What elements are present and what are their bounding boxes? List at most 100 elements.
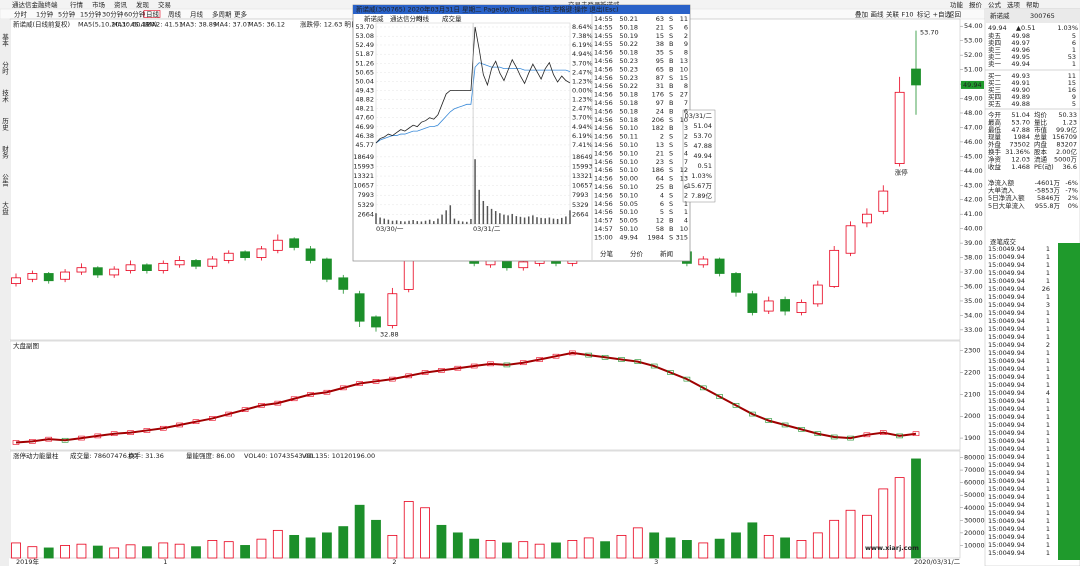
trade-time: 14:56 bbox=[594, 124, 613, 132]
stat-label: 最高 bbox=[988, 117, 1002, 126]
index-point bbox=[798, 427, 805, 432]
stat-value: 53.70 bbox=[1011, 118, 1030, 126]
y-tick-label: 53.08 bbox=[355, 32, 374, 40]
menu-item[interactable]: 交易 bbox=[158, 0, 171, 9]
trade-time: 14:57 bbox=[594, 217, 613, 225]
tool-button[interactable]: F10 bbox=[902, 11, 914, 19]
trade-price: 50.23 bbox=[619, 74, 638, 82]
trade-tab[interactable]: 分价 bbox=[630, 249, 644, 258]
tick-price: 49.94 bbox=[1006, 309, 1025, 317]
trade-volume: 186 bbox=[652, 166, 664, 174]
tool-button[interactable]: 叠加 bbox=[855, 10, 868, 19]
sidebar-tab[interactable]: 基本 bbox=[1, 32, 9, 48]
trade-count: 315 bbox=[676, 233, 688, 241]
trade-count: 2 bbox=[684, 32, 688, 40]
menu-item[interactable]: 市场 bbox=[92, 0, 106, 9]
tool-button[interactable]: 返回 bbox=[948, 11, 961, 19]
menu-item[interactable]: 发现 bbox=[136, 0, 150, 9]
tool-button[interactable]: +自选 bbox=[933, 10, 952, 19]
volume-bar bbox=[403, 501, 414, 559]
book-price: 49.98 bbox=[1011, 32, 1030, 40]
book-price: 49.94 bbox=[1011, 60, 1030, 68]
y-tick-label: 37.00 bbox=[964, 268, 983, 276]
period-button[interactable]: 更多 bbox=[234, 10, 248, 19]
tick-volume: 4 bbox=[1046, 389, 1050, 397]
tick-price: 49.94 bbox=[1006, 277, 1025, 285]
volume-bar bbox=[92, 545, 103, 559]
volume-bar bbox=[665, 537, 676, 559]
trade-count: 7 bbox=[684, 99, 688, 107]
y-tick-label: 50000 bbox=[964, 491, 985, 499]
index-point bbox=[863, 432, 871, 438]
y-tick-label: 48.21 bbox=[355, 105, 374, 113]
y-tick-label: 51.26 bbox=[355, 59, 374, 67]
period-button[interactable]: 多周期 bbox=[212, 10, 232, 19]
trade-count: 2 bbox=[684, 191, 688, 199]
menu-item[interactable]: 资讯 bbox=[114, 0, 128, 9]
y-tick-label: 40.00 bbox=[964, 225, 983, 233]
sidebar-tab[interactable]: 财务 bbox=[1, 144, 9, 160]
tool-button[interactable]: 标记 bbox=[917, 10, 931, 19]
index-point bbox=[241, 407, 249, 412]
tool-button[interactable]: 画线 bbox=[871, 10, 885, 19]
sidebar-tab[interactable]: 历史 bbox=[1, 117, 9, 132]
sidebar-tab[interactable]: 公告 bbox=[1, 174, 9, 188]
tick-volume: 1 bbox=[1046, 397, 1050, 405]
y-tick-label: 50.04 bbox=[355, 77, 374, 85]
volume-bar bbox=[142, 546, 152, 559]
menu-item[interactable]: 功能 bbox=[950, 0, 964, 9]
y-tick-label: 53.70 bbox=[355, 23, 374, 31]
trade-side: S bbox=[669, 200, 673, 208]
volume-bar bbox=[747, 522, 758, 559]
trade-time: 14:56 bbox=[594, 74, 613, 82]
menu-item[interactable]: 报价 bbox=[969, 0, 983, 9]
book-label: 卖一 bbox=[988, 60, 1002, 68]
index-point bbox=[274, 400, 282, 406]
tick-price: 49.94 bbox=[1006, 413, 1025, 421]
period-button[interactable]: 60分钟 bbox=[124, 10, 146, 19]
period-button[interactable]: 1分钟 bbox=[36, 10, 54, 19]
menu-item[interactable]: 公式 bbox=[988, 0, 1002, 9]
sidebar-tab[interactable]: 分时 bbox=[1, 60, 9, 75]
legend-item: 换手: 31.36 bbox=[128, 451, 164, 460]
index-point bbox=[61, 437, 69, 443]
volume-bar bbox=[894, 477, 905, 559]
tick-time: 15:00 bbox=[988, 253, 1007, 261]
index-point bbox=[536, 357, 543, 362]
period-button[interactable]: 月线 bbox=[190, 10, 204, 19]
trade-tab[interactable]: 分笔 bbox=[600, 249, 614, 258]
book-label: 买五 bbox=[988, 100, 1002, 108]
trade-side: B bbox=[669, 82, 673, 90]
tick-time: 15:00 bbox=[988, 381, 1007, 389]
trade-volume: 23 bbox=[656, 158, 664, 166]
period-button[interactable]: 日线 bbox=[146, 10, 160, 19]
volume-bar bbox=[878, 488, 889, 559]
sidebar-tab[interactable]: 大盘 bbox=[1, 200, 9, 215]
menu-item[interactable]: 选项 bbox=[1007, 0, 1021, 9]
period-button[interactable]: 15分钟 bbox=[80, 10, 102, 19]
trade-tab[interactable]: 新闻 bbox=[660, 249, 673, 258]
index-point bbox=[879, 430, 887, 435]
menu-item[interactable]: 帮助 bbox=[1026, 0, 1040, 9]
pct-label: 7.38% bbox=[572, 32, 593, 40]
index-point bbox=[601, 354, 609, 360]
indicator: MA5(5,10,20,30,60,120) bbox=[78, 21, 157, 29]
tick-time: 15:00 bbox=[988, 437, 1007, 445]
tooltip-value: 7.89亿 bbox=[691, 191, 712, 200]
period-button[interactable]: 分时 bbox=[14, 10, 28, 19]
menu-item[interactable]: 行情 bbox=[70, 0, 84, 9]
period-button[interactable]: 30分钟 bbox=[102, 10, 124, 19]
tick-price: 49.94 bbox=[1006, 453, 1025, 461]
period-button[interactable]: 周线 bbox=[168, 10, 182, 19]
tick-volume: 1 bbox=[1046, 357, 1050, 365]
stat-value: 1.468 bbox=[1011, 163, 1030, 171]
price-tag: 49.94 bbox=[963, 81, 982, 89]
tool-button[interactable]: 关联 bbox=[886, 10, 900, 19]
pct-label: 7.41% bbox=[572, 141, 593, 149]
trade-side: B bbox=[669, 40, 673, 48]
sidebar-tab[interactable]: 技术 bbox=[1, 88, 9, 104]
y-tick-label: 2200 bbox=[964, 369, 981, 377]
volume-bar bbox=[911, 458, 921, 559]
period-button[interactable]: 5分钟 bbox=[58, 10, 76, 19]
trade-time: 14:56 bbox=[594, 65, 613, 73]
